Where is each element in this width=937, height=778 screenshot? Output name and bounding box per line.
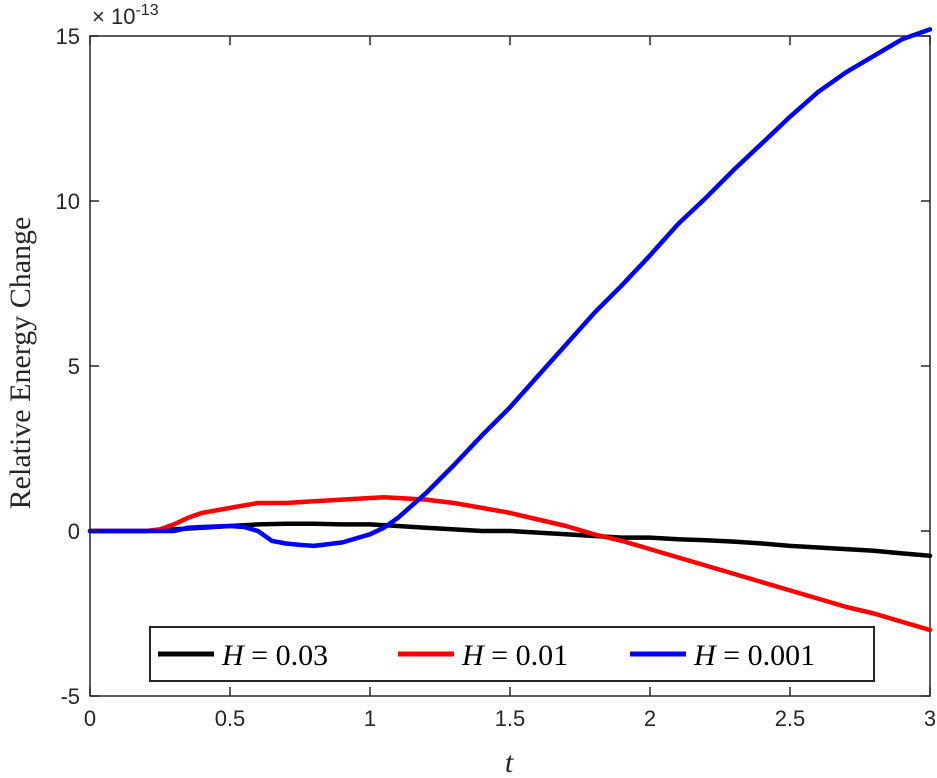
legend-eq-1: = — [484, 639, 516, 672]
legend-value-2: 0.001 — [748, 639, 816, 672]
x-tick-label: 1.5 — [495, 706, 526, 731]
legend-label-1: H = 0.01 — [461, 639, 568, 672]
y-tick-label: 5 — [68, 354, 80, 379]
y-tick-label: 0 — [68, 519, 80, 544]
y-axis-exponent: × 10-13 — [92, 2, 159, 29]
x-tick-label: 3 — [924, 706, 936, 731]
series-layer — [87, 27, 933, 633]
legend-value-0: 0.03 — [276, 639, 329, 672]
legend-label-2: H = 0.001 — [693, 639, 815, 672]
legend-label-0: H = 0.03 — [221, 639, 328, 672]
y-tick-label: 15 — [56, 24, 80, 49]
y-tick-label: 10 — [56, 189, 80, 214]
x-tick-label: 2.5 — [775, 706, 806, 731]
x-tick-label: 1 — [364, 706, 376, 731]
y-tick-label: -5 — [60, 684, 80, 709]
x-tick-label: 2 — [644, 706, 656, 731]
x-tick-label: 0.5 — [215, 706, 246, 731]
legend: H = 0.03 H = 0.01 H = 0.001 — [149, 626, 875, 682]
legend-eq-2: = — [716, 639, 748, 672]
legend-var-0: H — [221, 639, 246, 672]
series-line-2 — [87, 27, 933, 549]
legend-var-2: H — [693, 639, 718, 672]
plot-frame — [89, 35, 931, 697]
y-axis-label: Relative Energy Change — [4, 217, 37, 510]
legend-items: H = 0.03 H = 0.01 H = 0.001 — [158, 639, 815, 672]
legend-eq-0: = — [244, 639, 276, 672]
series-line-1 — [87, 495, 933, 633]
legend-value-1: 0.01 — [516, 639, 569, 672]
legend-box — [149, 626, 875, 682]
x-tick-label: 0 — [84, 706, 96, 731]
legend-var-1: H — [461, 639, 486, 672]
x-axis-label: t — [505, 746, 514, 778]
